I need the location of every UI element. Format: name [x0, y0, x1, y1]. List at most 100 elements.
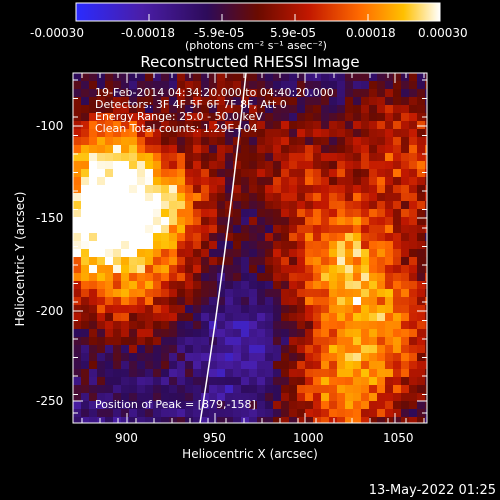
heatmap-cell: [273, 241, 281, 249]
heatmap-cell: [161, 369, 169, 377]
heatmap-cell: [225, 289, 233, 297]
heatmap-cell: [281, 193, 289, 201]
heatmap-cell: [321, 121, 329, 129]
heatmap-cell: [113, 73, 121, 81]
heatmap-cell: [169, 97, 177, 105]
heatmap-cell: [265, 409, 273, 417]
heatmap-cell: [81, 113, 89, 121]
heatmap-cell: [425, 273, 427, 281]
heatmap-cell: [97, 161, 105, 169]
heatmap-cell: [225, 273, 233, 281]
heatmap-cell: [353, 417, 361, 423]
heatmap-cell: [345, 89, 353, 97]
heatmap-cell: [321, 337, 329, 345]
heatmap-cell: [89, 225, 97, 233]
heatmap-cell: [201, 329, 209, 337]
heatmap-cell: [233, 409, 241, 417]
heatmap-cell: [209, 177, 217, 185]
heatmap-cell: [361, 289, 369, 297]
heatmap-cell: [209, 377, 217, 385]
heatmap-cell: [201, 169, 209, 177]
heatmap-cell: [89, 137, 97, 145]
heatmap-cell: [337, 305, 345, 313]
heatmap-cell: [249, 81, 257, 89]
heatmap-cell: [225, 417, 233, 423]
heatmap-cell: [281, 161, 289, 169]
heatmap-cell: [281, 297, 289, 305]
heatmap-cell: [89, 105, 97, 113]
heatmap-cell: [177, 161, 185, 169]
heatmap-cell: [177, 281, 185, 289]
heatmap-cell: [377, 401, 385, 409]
heatmap-cell: [89, 217, 97, 225]
heatmap-cell: [113, 313, 121, 321]
heatmap-cell: [265, 353, 273, 361]
heatmap-cell: [377, 257, 385, 265]
heatmap-cell: [241, 153, 249, 161]
heatmap-cell: [329, 353, 337, 361]
heatmap-cell: [233, 361, 241, 369]
heatmap-cell: [209, 209, 217, 217]
heatmap-cell: [273, 329, 281, 337]
heatmap-cell: [97, 377, 105, 385]
heatmap-cell: [369, 145, 377, 153]
heatmap-cell: [305, 241, 313, 249]
heatmap-cell: [281, 177, 289, 185]
heatmap-cell: [241, 169, 249, 177]
heatmap-cell: [145, 321, 153, 329]
heatmap-cell: [417, 193, 425, 201]
heatmap-cell: [217, 353, 225, 361]
heatmap-cell: [217, 153, 225, 161]
heatmap-cell: [73, 97, 81, 105]
heatmap-cell: [393, 145, 401, 153]
heatmap-cell: [265, 417, 273, 423]
heatmap-cell: [105, 273, 113, 281]
heatmap-cell: [73, 145, 81, 153]
heatmap-cell: [185, 345, 193, 353]
heatmap-cell: [113, 105, 121, 113]
heatmap-cell: [425, 233, 427, 241]
heatmap-cell: [121, 281, 129, 289]
heatmap-cell: [249, 233, 257, 241]
heatmap-cell: [281, 225, 289, 233]
heatmap-cell: [329, 185, 337, 193]
heatmap-cell: [113, 97, 121, 105]
heatmap-cell: [217, 321, 225, 329]
heatmap-cell: [89, 297, 97, 305]
heatmap-cell: [241, 201, 249, 209]
heatmap-cell: [113, 177, 121, 185]
heatmap-cell: [377, 177, 385, 185]
heatmap-cell: [249, 297, 257, 305]
heatmap-cell: [185, 297, 193, 305]
heatmap-cell: [241, 225, 249, 233]
heatmap-cell: [177, 89, 185, 97]
heatmap-cell: [161, 177, 169, 185]
heatmap-cell: [321, 233, 329, 241]
heatmap-cell: [265, 305, 273, 313]
heatmap-cell: [105, 409, 113, 417]
heatmap-cell: [329, 313, 337, 321]
heatmap-cell: [305, 193, 313, 201]
heatmap-cell: [257, 281, 265, 289]
heatmap-cell: [145, 185, 153, 193]
heatmap-cell: [273, 393, 281, 401]
heatmap-cell: [241, 97, 249, 105]
heatmap-cell: [137, 177, 145, 185]
heatmap-cell: [129, 369, 137, 377]
heatmap-cell: [121, 297, 129, 305]
heatmap-cell: [241, 241, 249, 249]
heatmap-cell: [329, 337, 337, 345]
heatmap-cell: [305, 217, 313, 225]
heatmap-cell: [233, 385, 241, 393]
heatmap-cell: [105, 145, 113, 153]
heatmap-cell: [153, 273, 161, 281]
heatmap-cell: [137, 369, 145, 377]
heatmap-cell: [401, 209, 409, 217]
heatmap-cell: [361, 345, 369, 353]
heatmap-cell: [409, 241, 417, 249]
heatmap-cell: [73, 385, 81, 393]
heatmap-cell: [145, 369, 153, 377]
heatmap-cell: [281, 337, 289, 345]
heatmap-cell: [73, 137, 81, 145]
heatmap-cell: [337, 297, 345, 305]
